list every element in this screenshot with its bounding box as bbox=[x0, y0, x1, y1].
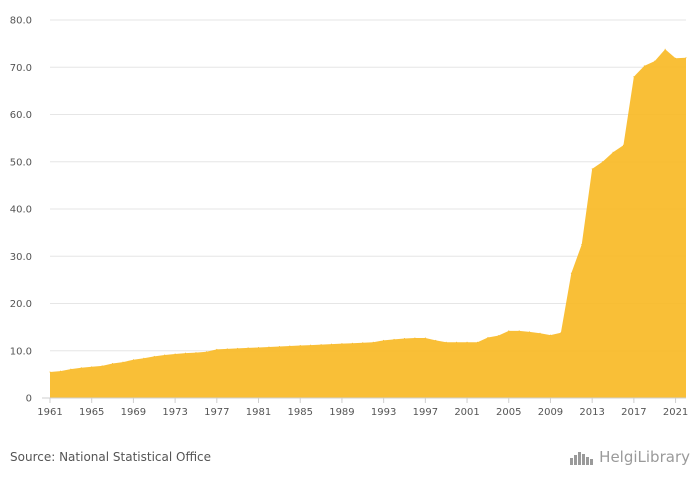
x-tick-label: 1981 bbox=[246, 407, 271, 418]
data-point bbox=[205, 351, 207, 353]
data-point bbox=[362, 342, 364, 344]
data-point bbox=[80, 367, 82, 369]
data-point bbox=[132, 359, 134, 361]
data-point bbox=[101, 365, 103, 367]
y-tick-label: 80.0 bbox=[10, 16, 32, 27]
data-point bbox=[278, 345, 280, 347]
data-point bbox=[643, 65, 645, 67]
data-point bbox=[602, 161, 604, 163]
x-tick-label: 1989 bbox=[329, 407, 354, 418]
x-axis-ticks: 1961 1965 1969 1973 1977 1981 1985 1989 1993 1997… bbox=[37, 398, 688, 418]
data-point bbox=[549, 334, 551, 336]
data-point bbox=[59, 370, 61, 372]
y-tick-label: 50.0 bbox=[10, 157, 32, 168]
data-point bbox=[497, 335, 499, 337]
x-tick-label: 1973 bbox=[162, 407, 187, 418]
data-point bbox=[258, 346, 260, 348]
data-point bbox=[320, 344, 322, 346]
data-point bbox=[226, 348, 228, 350]
data-point bbox=[91, 366, 93, 368]
logo-text: HelgiLibrary bbox=[599, 448, 690, 466]
data-point bbox=[424, 337, 426, 339]
y-tick-label: 30.0 bbox=[10, 252, 32, 263]
data-point bbox=[508, 330, 510, 332]
data-point bbox=[518, 330, 520, 332]
x-tick-label: 1969 bbox=[121, 407, 146, 418]
data-point bbox=[487, 337, 489, 339]
data-point bbox=[664, 48, 666, 50]
data-point bbox=[268, 346, 270, 348]
data-point bbox=[70, 368, 72, 370]
y-tick-label: 40.0 bbox=[10, 205, 32, 216]
data-point bbox=[445, 341, 447, 343]
data-point bbox=[529, 331, 531, 333]
grid-lines bbox=[50, 19, 686, 352]
x-tick-label: 2009 bbox=[538, 407, 563, 418]
data-point bbox=[310, 344, 312, 346]
data-point bbox=[174, 353, 176, 355]
data-point bbox=[164, 354, 166, 356]
x-tick-label: 1997 bbox=[413, 407, 438, 418]
y-tick-label: 20.0 bbox=[10, 299, 32, 310]
data-point bbox=[622, 144, 624, 146]
x-tick-label: 2001 bbox=[454, 407, 479, 418]
y-tick-label: 60.0 bbox=[10, 110, 32, 121]
data-point bbox=[414, 337, 416, 339]
y-tick-label: 10.0 bbox=[10, 346, 32, 357]
data-point bbox=[403, 337, 405, 339]
helgi-library-icon bbox=[569, 449, 595, 465]
data-point bbox=[247, 347, 249, 349]
data-point bbox=[456, 341, 458, 343]
data-point bbox=[299, 345, 301, 347]
x-tick-label: 1985 bbox=[288, 407, 313, 418]
data-point bbox=[591, 168, 593, 170]
data-point bbox=[654, 60, 656, 62]
data-points bbox=[49, 48, 687, 373]
data-point bbox=[539, 332, 541, 334]
data-point bbox=[581, 243, 583, 245]
data-point bbox=[49, 371, 51, 373]
y-axis-ticks: 0 10.0 20.0 30.0 40.0 50.0 60.0 70.0 80.0 bbox=[10, 16, 32, 405]
data-point bbox=[435, 339, 437, 341]
data-point bbox=[216, 348, 218, 350]
data-point bbox=[383, 339, 385, 341]
data-point bbox=[675, 57, 677, 59]
area-chart: 010.020.030.040.050.060.070.080.0 1961 19… bbox=[10, 16, 689, 419]
data-point bbox=[466, 341, 468, 343]
area-series bbox=[50, 49, 686, 399]
data-point bbox=[685, 57, 687, 59]
data-point bbox=[633, 76, 635, 78]
data-point bbox=[289, 345, 291, 347]
data-point bbox=[185, 352, 187, 354]
data-point bbox=[195, 352, 197, 354]
x-tick-label: 2005 bbox=[496, 407, 521, 418]
data-point bbox=[476, 341, 478, 343]
helgi-library-logo[interactable]: HelgiLibrary bbox=[569, 448, 690, 466]
data-point bbox=[237, 347, 239, 349]
data-point bbox=[331, 343, 333, 345]
x-tick-label: 1961 bbox=[37, 407, 62, 418]
data-point bbox=[122, 361, 124, 363]
y-tick-label: 70.0 bbox=[10, 63, 32, 74]
x-tick-label: 2021 bbox=[663, 407, 688, 418]
x-tick-label: 1977 bbox=[204, 407, 229, 418]
x-tick-label: 2013 bbox=[579, 407, 604, 418]
data-point bbox=[351, 342, 353, 344]
data-point bbox=[341, 343, 343, 345]
data-point bbox=[612, 151, 614, 153]
data-point bbox=[393, 338, 395, 340]
data-point bbox=[560, 332, 562, 334]
x-tick-label: 1993 bbox=[371, 407, 396, 418]
data-point bbox=[372, 341, 374, 343]
y-tick-label: 0 bbox=[26, 394, 32, 405]
x-tick-label: 1965 bbox=[79, 407, 104, 418]
data-point bbox=[570, 272, 572, 274]
data-point bbox=[153, 355, 155, 357]
x-tick-label: 2017 bbox=[621, 407, 646, 418]
data-point bbox=[143, 357, 145, 359]
data-point bbox=[112, 363, 114, 365]
source-note: Source: National Statistical Office bbox=[10, 450, 212, 464]
